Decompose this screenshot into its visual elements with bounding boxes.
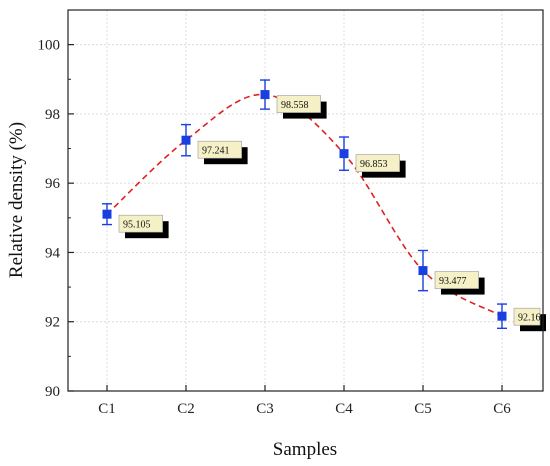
data-point <box>339 149 349 159</box>
data-point <box>260 90 270 100</box>
x-tick-label: C1 <box>98 401 116 417</box>
data-label-text: 97.241 <box>202 146 230 157</box>
y-tick-label: 92 <box>45 315 60 331</box>
y-axis-title: Relative density (%) <box>6 122 27 278</box>
x-tick-label: C3 <box>256 401 274 417</box>
axis-ticks: 90 92 94 96 98 100 C1 C2 C3 C4 C5 C6 <box>38 38 512 417</box>
data-label-box <box>276 95 321 113</box>
data-label-text: 95.105 <box>123 220 151 231</box>
y-tick-label: 96 <box>45 176 61 192</box>
plot-background <box>68 10 543 391</box>
x-tick-label: C2 <box>177 401 195 417</box>
y-tick-label: 90 <box>45 384 60 400</box>
y-tick-label: 94 <box>45 245 61 261</box>
data-label-box <box>118 214 163 233</box>
data-point <box>181 135 191 145</box>
y-tick-label: 100 <box>38 38 61 54</box>
data-point <box>418 266 428 276</box>
data-label-box <box>197 140 242 159</box>
data-label-box <box>355 154 400 172</box>
x-axis-title: Samples <box>273 439 337 460</box>
data-label-box <box>513 307 541 326</box>
data-label-text: 92.16 <box>518 313 541 324</box>
x-tick-label: C5 <box>414 401 432 417</box>
x-tick-label: C4 <box>335 401 353 417</box>
data-points <box>102 90 507 321</box>
data-label-text: 93.477 <box>439 276 467 287</box>
y-tick-label: 98 <box>45 107 60 123</box>
data-labels: 95.105 97.241 98.558 96.853 93.477 92.16 <box>118 95 546 332</box>
x-tick-label: C6 <box>493 401 511 417</box>
plot-frame <box>67 9 544 392</box>
data-point <box>497 311 507 321</box>
data-label-text: 96.853 <box>360 159 388 170</box>
data-label-box <box>434 271 479 289</box>
data-label-text: 98.558 <box>281 100 309 111</box>
data-point <box>102 209 112 219</box>
